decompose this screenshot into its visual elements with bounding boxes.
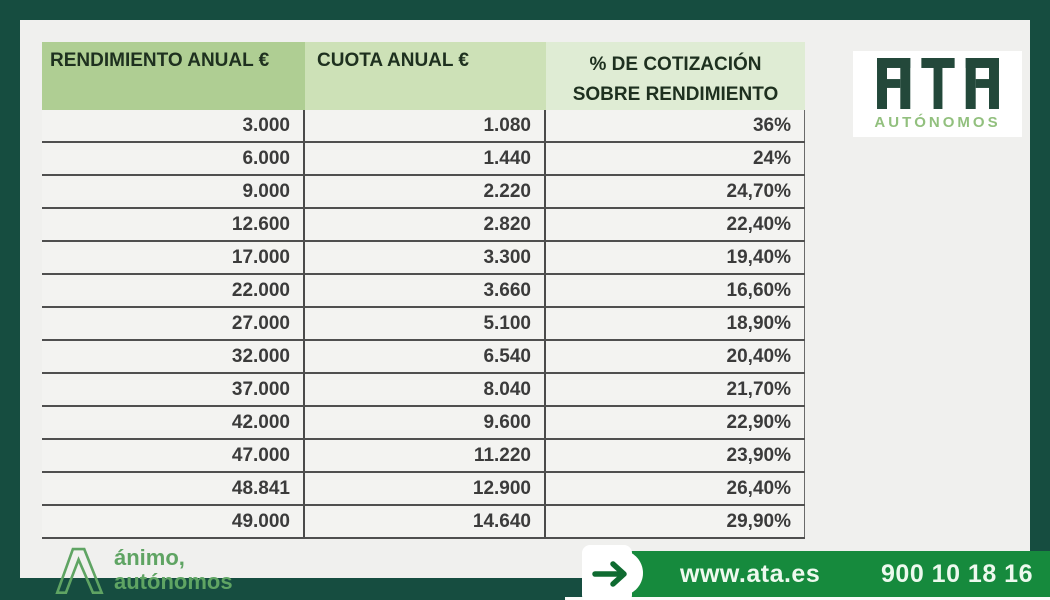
cuota-cell: 2.820 <box>305 209 546 240</box>
rendimiento-cell: 49.000 <box>42 506 305 537</box>
rendimiento-cell: 32.000 <box>42 341 305 372</box>
cuota-cell: 8.040 <box>305 374 546 405</box>
cuota-cell: 5.100 <box>305 308 546 339</box>
content-area: RENDIMIENTO ANUAL € CUOTA ANUAL € % DE C… <box>20 20 1050 600</box>
table-row: 42.000 9.600 22,90% <box>42 407 805 440</box>
column-header-rendimiento: RENDIMIENTO ANUAL € <box>42 42 305 110</box>
rendimiento-cell: 27.000 <box>42 308 305 339</box>
rendimiento-cell: 3.000 <box>42 110 305 141</box>
table-row: 12.600 2.820 22,40% <box>42 209 805 242</box>
cuota-cell: 12.900 <box>305 473 546 504</box>
porcentaje-cell: 21,70% <box>546 374 805 405</box>
rendimiento-cell: 37.000 <box>42 374 305 405</box>
tagline-line1: ánimo, <box>114 545 185 570</box>
porcentaje-cell: 16,60% <box>546 275 805 306</box>
cuota-cell: 1.440 <box>305 143 546 174</box>
table-row: 22.000 3.660 16,60% <box>42 275 805 308</box>
column-header-porcentaje-line1: % DE COTIZACIÓN <box>589 54 762 75</box>
table-body: 3.000 1.080 36% 6.000 1.440 24% 9.000 2.… <box>42 110 805 539</box>
ata-logo: AUTÓNOMOS <box>853 51 1022 137</box>
table-row: 3.000 1.080 36% <box>42 110 805 143</box>
tagline: ánimo, autónomos <box>114 545 233 595</box>
phone-number: 900 10 18 16 <box>881 559 1033 588</box>
porcentaje-cell: 20,40% <box>546 341 805 372</box>
rendimiento-cell: 22.000 <box>42 275 305 306</box>
porcentaje-cell: 24% <box>546 143 805 174</box>
cuota-cell: 3.660 <box>305 275 546 306</box>
table-row: 9.000 2.220 24,70% <box>42 176 805 209</box>
porcentaje-cell: 18,90% <box>546 308 805 339</box>
column-header-porcentaje-line2: SOBRE RENDIMIENTO <box>572 84 779 105</box>
banner-underline <box>565 597 1050 600</box>
cuota-cell: 11.220 <box>305 440 546 471</box>
column-header-cuota: CUOTA ANUAL € <box>305 42 546 110</box>
ata-logo-subtext: AUTÓNOMOS <box>874 113 1001 131</box>
porcentaje-cell: 23,90% <box>546 440 805 471</box>
porcentaje-cell: 19,40% <box>546 242 805 273</box>
table-row: 47.000 11.220 23,90% <box>42 440 805 473</box>
porcentaje-cell: 22,40% <box>546 209 805 240</box>
table-row: 17.000 3.300 19,40% <box>42 242 805 275</box>
table-row: 49.000 14.640 29,90% <box>42 506 805 539</box>
rendimiento-cell: 12.600 <box>42 209 305 240</box>
column-header-porcentaje: % DE COTIZACIÓN SOBRE RENDIMIENTO <box>546 42 805 110</box>
website-link: www.ata.es <box>680 559 821 588</box>
tagline-line2: autónomos <box>114 569 233 595</box>
arrow-right-icon <box>592 561 627 587</box>
rendimiento-cell: 9.000 <box>42 176 305 207</box>
rendimiento-cell: 48.841 <box>42 473 305 504</box>
table-row: 6.000 1.440 24% <box>42 143 805 176</box>
contact-banner: www.ata.es 900 10 18 16 <box>600 551 1050 597</box>
porcentaje-cell: 29,90% <box>546 506 805 537</box>
table-row: 48.841 12.900 26,40% <box>42 473 805 506</box>
ata-logo-icon <box>876 57 999 109</box>
porcentaje-cell: 36% <box>546 110 805 141</box>
cuota-cell: 9.600 <box>305 407 546 438</box>
rendimiento-cell: 47.000 <box>42 440 305 471</box>
cuota-cell: 2.220 <box>305 176 546 207</box>
cuota-cell: 14.640 <box>305 506 546 537</box>
table-row: 27.000 5.100 18,90% <box>42 308 805 341</box>
rendimiento-cell: 42.000 <box>42 407 305 438</box>
animo-autonomos-icon <box>55 547 104 594</box>
table-row: 37.000 8.040 21,70% <box>42 374 805 407</box>
porcentaje-cell: 22,90% <box>546 407 805 438</box>
table-header: RENDIMIENTO ANUAL € CUOTA ANUAL € % DE C… <box>42 42 805 110</box>
cuota-cell: 1.080 <box>305 110 546 141</box>
rendimiento-cell: 6.000 <box>42 143 305 174</box>
cuota-cell: 3.300 <box>305 242 546 273</box>
cuota-cell: 6.540 <box>305 341 546 372</box>
porcentaje-cell: 24,70% <box>546 176 805 207</box>
table-row: 32.000 6.540 20,40% <box>42 341 805 374</box>
rendimiento-cell: 17.000 <box>42 242 305 273</box>
porcentaje-cell: 26,40% <box>546 473 805 504</box>
